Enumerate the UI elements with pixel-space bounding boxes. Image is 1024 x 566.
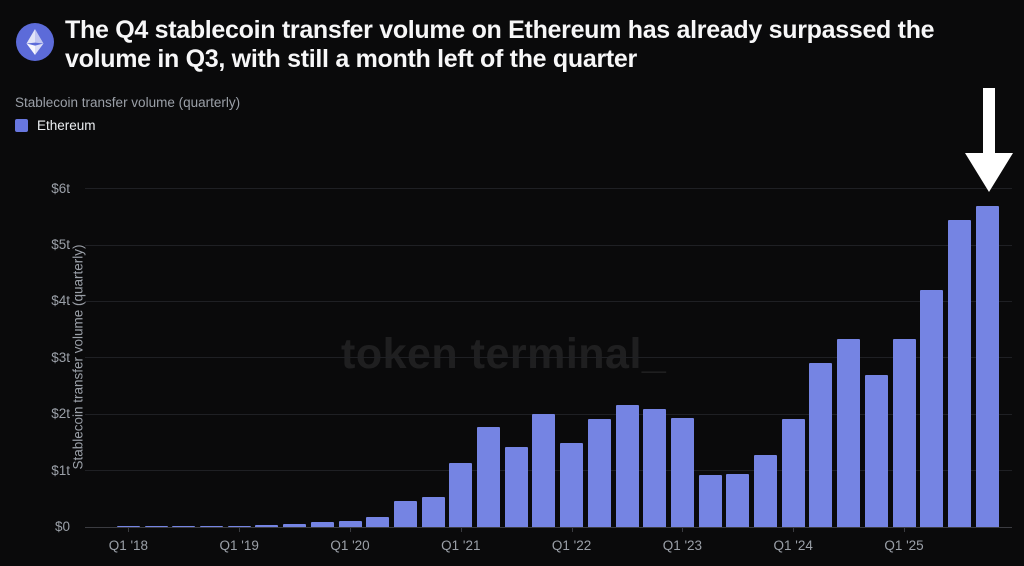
bar	[532, 413, 556, 527]
gridline	[85, 188, 1012, 190]
token-terminal-watermark: token terminal_	[341, 330, 667, 378]
legend: Ethereum	[15, 118, 96, 133]
bar	[560, 442, 584, 527]
y-tick-label: $6t	[51, 180, 70, 196]
bar	[283, 523, 307, 527]
legend-swatch-ethereum	[15, 119, 28, 132]
bar	[421, 497, 445, 527]
title-line-2: volume in Q3, with still a month left of…	[65, 45, 637, 73]
x-tick-label: Q1 '19	[219, 538, 259, 553]
bar	[144, 526, 168, 527]
y-axis-title: Stablecoin transfer volume (quarterly)	[70, 244, 86, 470]
bar	[366, 517, 390, 527]
bar	[449, 462, 473, 527]
bar	[781, 418, 805, 527]
bar	[338, 520, 362, 527]
bar	[809, 363, 833, 527]
x-tick-mark	[239, 527, 241, 532]
x-tick-label: Q1 '18	[108, 538, 149, 553]
bar	[920, 289, 944, 527]
bar	[615, 405, 639, 527]
bar	[393, 501, 417, 527]
bar	[587, 418, 611, 527]
y-tick-label: $4t	[51, 293, 70, 309]
x-axis-line	[85, 526, 1012, 528]
bar	[864, 375, 888, 527]
chart-subtitle: Stablecoin transfer volume (quarterly)	[15, 95, 241, 110]
bar	[670, 418, 694, 527]
bar	[643, 408, 667, 527]
page-title: The Q4 stablecoin transfer volume on Eth…	[65, 16, 935, 74]
x-tick-mark	[682, 527, 684, 532]
y-tick-label: $1t	[51, 462, 70, 478]
y-tick-label: $3t	[51, 349, 70, 365]
y-tick-label: $2t	[51, 406, 70, 422]
bar	[172, 525, 196, 527]
bar	[975, 206, 999, 527]
ethereum-icon	[16, 23, 54, 61]
x-tick-mark	[904, 527, 905, 532]
gridline	[85, 300, 1012, 302]
legend-label: Ethereum	[37, 118, 96, 133]
x-tick-mark	[460, 527, 462, 532]
x-tick-mark	[128, 527, 130, 532]
x-tick-label: Q1 '23	[662, 538, 703, 553]
bar	[947, 219, 971, 527]
bar	[200, 525, 223, 527]
bar	[837, 338, 861, 527]
x-tick-label: Q1 '22	[551, 538, 592, 553]
x-tick-label: Q1 '25	[884, 538, 924, 553]
gridline	[85, 357, 1012, 359]
bar	[255, 525, 279, 527]
bar	[726, 473, 750, 527]
y-tick-label: $5t	[51, 237, 70, 252]
bar	[116, 526, 140, 527]
bar	[698, 474, 722, 527]
x-tick-label: Q1 '24	[773, 538, 813, 553]
bar	[754, 455, 777, 527]
x-tick-mark	[350, 527, 351, 532]
bar	[477, 426, 500, 527]
bar	[504, 447, 528, 527]
bar	[310, 521, 334, 527]
y-tick-label: $0	[54, 519, 70, 534]
x-tick-label: Q1 '21	[441, 538, 481, 553]
x-tick-label: Q1 '20	[330, 538, 370, 553]
x-tick-mark	[571, 527, 573, 532]
bar	[227, 525, 251, 527]
header: The Q4 stablecoin transfer volume on Eth…	[16, 16, 935, 74]
x-tick-mark	[793, 527, 795, 532]
bar	[892, 338, 916, 527]
gridline	[85, 244, 1012, 246]
title-line-1: The Q4 stablecoin transfer volume on Eth…	[65, 16, 935, 44]
down-arrow-annotation	[962, 86, 1016, 201]
